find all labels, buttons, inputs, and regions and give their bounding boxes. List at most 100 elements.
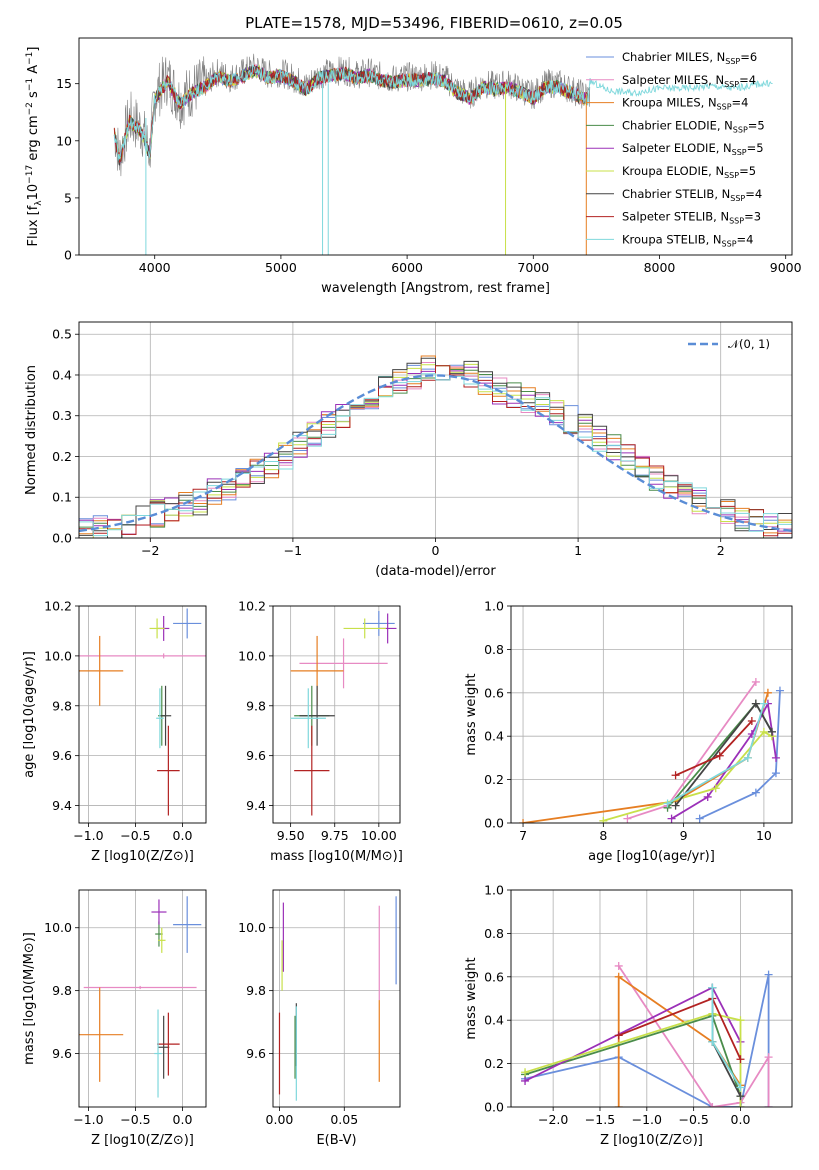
x-tick-label: −0.5 xyxy=(120,828,150,843)
weight-marker xyxy=(736,1016,745,1025)
x-tick-label: 9.75 xyxy=(321,828,349,843)
weight-marker xyxy=(521,1076,530,1085)
figure-title: PLATE=1578, MJD=53496, FIBERID=0610, z=0… xyxy=(245,14,623,32)
weight-marker xyxy=(715,751,724,760)
weight-series xyxy=(675,720,753,777)
weight-marker xyxy=(775,686,784,695)
y-tick-label: 5 xyxy=(64,190,72,205)
x-axis-label: Z [log10(Z/Z⊙)] xyxy=(91,849,194,864)
y-tick-label: 9.6 xyxy=(52,1046,72,1061)
weight-marker xyxy=(767,727,776,736)
weight-marker xyxy=(711,784,720,793)
x-tick-label: 0.0 xyxy=(173,828,193,843)
plot-area xyxy=(278,896,397,1101)
y-tick-label: 9.4 xyxy=(246,798,266,813)
x-tick-label: 2 xyxy=(717,543,725,558)
y-tick-label: 9.6 xyxy=(246,1046,266,1061)
y-axis-label: mass [log10(M/M⊙)] xyxy=(22,932,37,1065)
weight-series xyxy=(524,986,742,1082)
x-tick-label: 6000 xyxy=(391,260,423,275)
x-tick-label: 5000 xyxy=(265,260,297,275)
legend-entry: Salpeter STELIB, NSSP=3 xyxy=(622,210,761,226)
x-tick-label: 9.50 xyxy=(277,828,305,843)
y-tick-label: 10.2 xyxy=(44,599,72,614)
y-tick-label: 0.8 xyxy=(484,926,504,941)
axes-frame xyxy=(272,889,401,1108)
y-tick-label: 0.3 xyxy=(52,408,72,423)
axes-frame xyxy=(510,605,793,824)
weight-marker xyxy=(751,677,760,686)
x-tick-label: −1 xyxy=(284,543,302,558)
y-tick-label: 10.0 xyxy=(238,920,266,935)
y-tick-label: 10.0 xyxy=(44,648,72,663)
x-tick-label: 7000 xyxy=(517,260,549,275)
residual-histogram xyxy=(79,373,792,537)
weight-marker xyxy=(703,792,712,801)
panel-residuals: −2 −1 0 1 2 0.0 0.1 0.2 0.3 0.4 0.5 (data-model)/er… xyxy=(24,321,793,579)
legend-entry: Kroupa ELODIE, NSSP=5 xyxy=(622,164,756,180)
weight-marker xyxy=(764,970,773,979)
x-tick-label: −0.5 xyxy=(120,1112,150,1127)
legend-entry: Chabrier ELODIE, NSSP=5 xyxy=(622,118,765,134)
x-tick-label: −1.5 xyxy=(585,1112,615,1127)
x-tick-label: −1.0 xyxy=(73,1112,103,1127)
weight-marker xyxy=(614,1031,623,1040)
x-axis-label: mass [log10(M/M⊙)] xyxy=(270,849,403,864)
legend: Chabrier MILES, NSSP=6 Salpeter MILES, NS… xyxy=(586,50,765,248)
x-tick-label: −2.0 xyxy=(538,1112,568,1127)
weight-marker xyxy=(708,983,717,992)
weight-marker xyxy=(521,1068,530,1077)
legend-entry: Chabrier STELIB, NSSP=4 xyxy=(622,187,762,203)
weight-series xyxy=(524,1012,742,1107)
plot-area xyxy=(521,961,773,1107)
plot-area xyxy=(79,608,206,816)
y-tick-label: 0.8 xyxy=(484,642,504,657)
x-axis-label: age [log10(age/yr)] xyxy=(588,849,715,864)
panel-weight-vs-age: 7 8 9 10 0.0 0.2 0.4 0.6 0.8 1.0 age [log10(age/yr… xyxy=(464,599,793,864)
x-tick-label: −2 xyxy=(141,543,159,558)
weight-marker xyxy=(736,1092,745,1101)
weight-marker xyxy=(763,688,772,697)
weight-marker xyxy=(743,753,752,762)
weight-marker xyxy=(759,727,768,736)
y-tick-label: 9.8 xyxy=(52,698,72,713)
weight-marker xyxy=(736,1055,745,1064)
y-tick-label: 0.0 xyxy=(52,531,72,546)
axes-frame xyxy=(78,37,793,256)
weight-marker xyxy=(751,788,760,797)
weight-marker xyxy=(663,799,672,808)
weight-marker xyxy=(771,769,780,778)
x-tick-label: 9000 xyxy=(770,260,802,275)
y-axis-label: age [log10(age/yr)] xyxy=(22,651,37,778)
x-tick-label: −1.0 xyxy=(73,828,103,843)
x-tick-label: −0.5 xyxy=(678,1112,708,1127)
weight-marker xyxy=(764,1103,773,1107)
panel-spectrum: 4000 5000 6000 7000 8000 9000 0 5 10 15 wavelength… xyxy=(25,37,802,296)
y-tick-label: 0.2 xyxy=(484,1056,504,1071)
weight-marker xyxy=(614,1103,623,1107)
axes-frame xyxy=(78,605,207,824)
y-tick-label: 10 xyxy=(56,133,72,148)
x-tick-label: −1.0 xyxy=(632,1112,662,1127)
plot-area xyxy=(113,53,773,255)
weight-series xyxy=(524,974,770,1107)
x-tick-label: 0.00 xyxy=(266,1112,294,1127)
x-tick-label: 0.05 xyxy=(330,1112,358,1127)
y-tick-label: 9.6 xyxy=(52,748,72,763)
y-tick-label: 0.2 xyxy=(52,449,72,464)
plot-area xyxy=(290,610,397,816)
y-axis-label: Normed distribution xyxy=(24,365,39,495)
weight-marker xyxy=(671,801,680,810)
panel-age-vs-mass: 9.50 9.75 10.00 9.4 9.6 9.8 10.0 10.2 mass [log1… xyxy=(238,599,403,865)
y-tick-label: 9.4 xyxy=(52,798,72,813)
weight-marker xyxy=(751,699,760,708)
x-tick-label: 10 xyxy=(756,828,772,843)
plot-area xyxy=(79,355,792,538)
y-tick-label: 15 xyxy=(56,76,72,91)
residual-histogram xyxy=(79,365,792,537)
axes-frame xyxy=(272,605,401,824)
x-axis-label: Z [log10(Z/Z⊙)] xyxy=(600,1133,703,1148)
y-tick-label: 10.2 xyxy=(238,599,266,614)
weight-series xyxy=(627,681,757,820)
legend-entry: Kroupa MILES, NSSP=4 xyxy=(622,96,748,112)
